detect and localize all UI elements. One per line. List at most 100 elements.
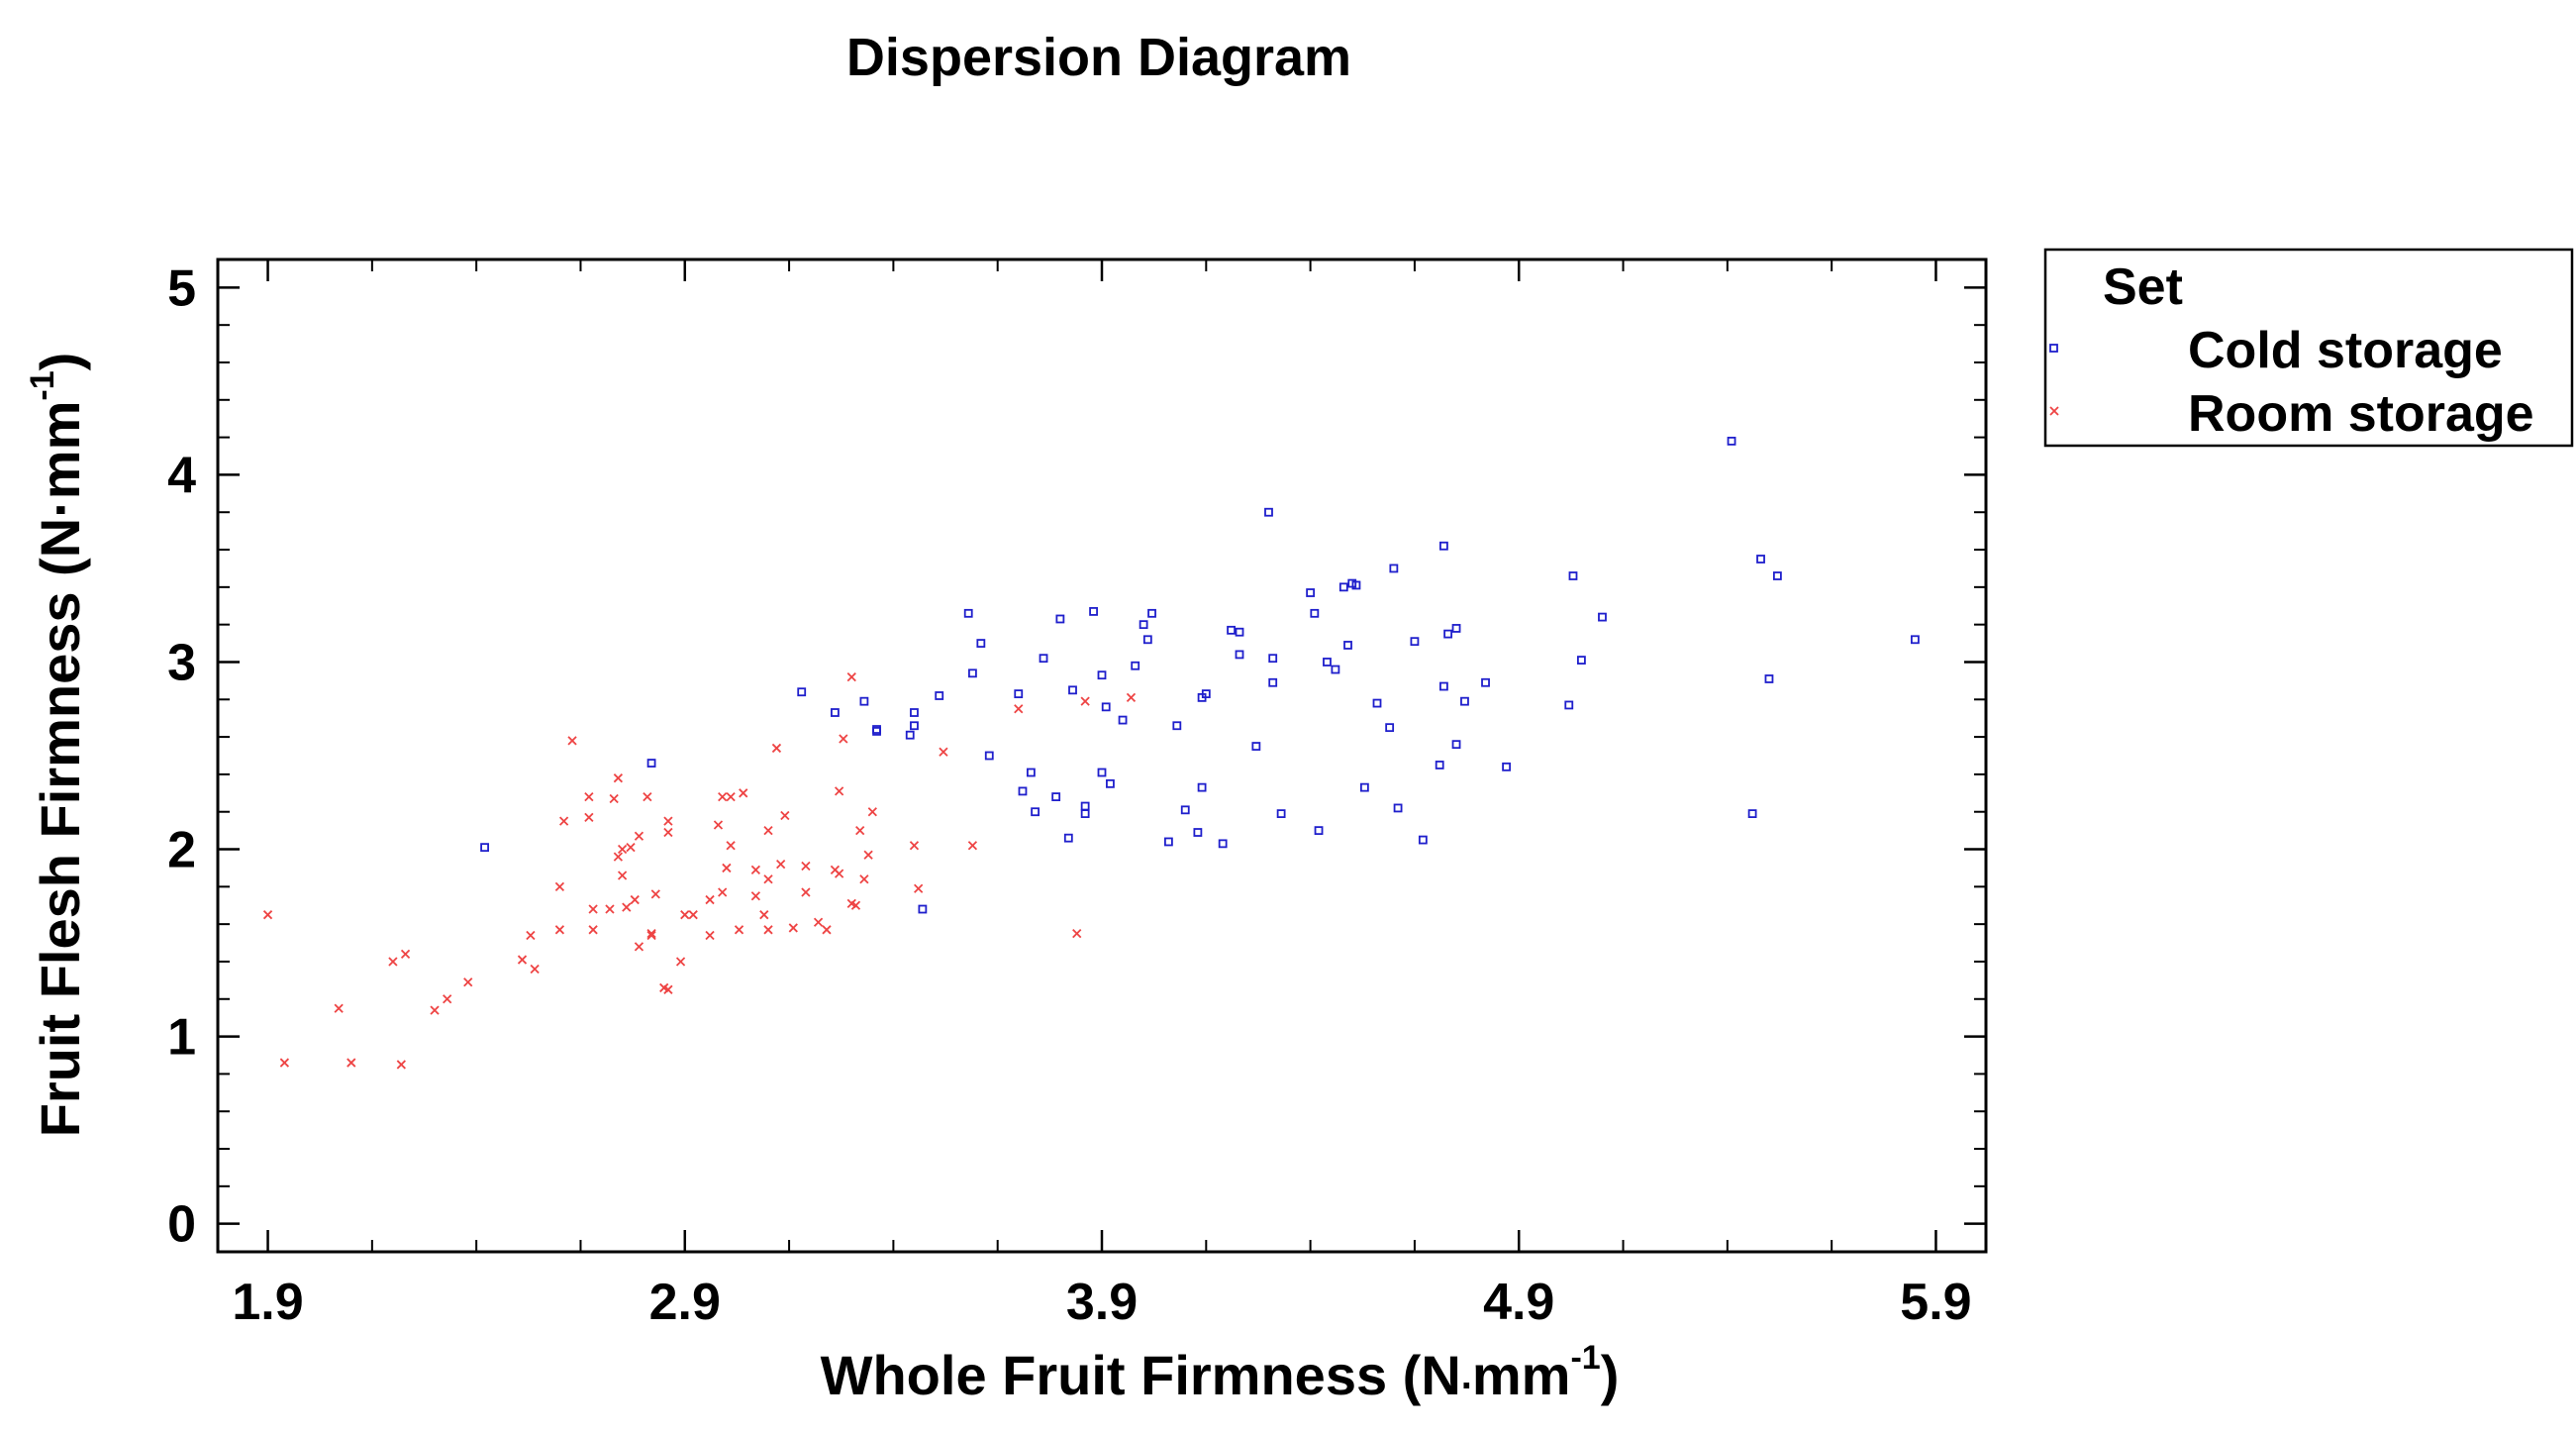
legend-label-cold-storage: Cold storage bbox=[2188, 322, 2503, 379]
data-point-room-storage bbox=[554, 881, 565, 891]
data-point-cold-storage bbox=[1163, 837, 1173, 847]
data-point-room-storage bbox=[967, 841, 978, 851]
data-point-cold-storage bbox=[1727, 436, 1736, 446]
series-cold-storage bbox=[480, 436, 1920, 914]
data-point-room-storage bbox=[846, 671, 856, 682]
data-point-cold-storage bbox=[1101, 702, 1111, 712]
data-point-room-storage bbox=[443, 994, 452, 1004]
data-point-cold-storage bbox=[918, 904, 928, 914]
data-point-cold-storage bbox=[1443, 629, 1453, 639]
data-point-room-storage bbox=[613, 852, 624, 862]
data-point-cold-storage bbox=[1227, 625, 1236, 635]
data-point-cold-storage bbox=[1451, 740, 1461, 750]
data-point-cold-storage bbox=[1343, 641, 1352, 650]
data-point-cold-storage bbox=[1118, 715, 1128, 725]
data-point-cold-storage bbox=[910, 708, 919, 717]
legend-marker-room-storage bbox=[2049, 406, 2059, 416]
data-point-room-storage bbox=[388, 957, 398, 967]
data-point-cold-storage bbox=[646, 759, 656, 768]
data-point-room-storage bbox=[588, 904, 598, 914]
data-point-cold-storage bbox=[831, 708, 840, 717]
data-point-room-storage bbox=[718, 887, 728, 897]
data-point-cold-storage bbox=[1201, 689, 1211, 699]
data-point-cold-storage bbox=[1460, 696, 1469, 706]
data-point-room-storage bbox=[334, 1003, 344, 1013]
data-point-cold-storage bbox=[1089, 607, 1098, 616]
data-point-room-storage bbox=[763, 925, 773, 935]
data-point-cold-storage bbox=[1106, 778, 1115, 788]
data-point-room-storage bbox=[262, 910, 273, 920]
data-point-room-storage bbox=[1080, 696, 1090, 706]
data-point-room-storage bbox=[713, 820, 724, 830]
data-point-room-storage bbox=[400, 949, 411, 960]
data-point-room-storage bbox=[859, 874, 869, 884]
y-tick-label: 1 bbox=[167, 1009, 196, 1067]
data-point-room-storage bbox=[646, 930, 656, 941]
data-point-cold-storage bbox=[1068, 685, 1077, 695]
data-point-room-storage bbox=[722, 863, 732, 873]
data-point-room-storage bbox=[763, 825, 773, 836]
data-point-room-storage bbox=[530, 964, 540, 974]
data-point-room-storage bbox=[718, 791, 728, 802]
data-point-cold-storage bbox=[1264, 507, 1273, 517]
data-point-room-storage bbox=[663, 827, 673, 838]
data-point-cold-storage bbox=[1235, 650, 1244, 660]
data-point-room-storage bbox=[554, 925, 565, 935]
data-point-room-storage bbox=[613, 773, 624, 783]
data-point-cold-storage bbox=[1172, 721, 1182, 731]
data-point-cold-storage bbox=[984, 751, 994, 761]
data-point-room-storage bbox=[675, 957, 686, 967]
data-point-room-storage bbox=[850, 900, 861, 910]
data-point-cold-storage bbox=[1080, 801, 1090, 811]
data-point-room-storage bbox=[630, 894, 640, 905]
data-point-cold-storage bbox=[935, 691, 944, 700]
data-point-cold-storage bbox=[1577, 656, 1586, 665]
data-point-room-storage bbox=[584, 791, 594, 802]
data-point-room-storage bbox=[1126, 692, 1137, 703]
data-points bbox=[262, 436, 1920, 1070]
data-point-cold-storage bbox=[1193, 828, 1203, 837]
data-point-room-storage bbox=[750, 865, 761, 874]
data-point-cold-storage bbox=[1268, 677, 1278, 687]
data-point-room-storage bbox=[622, 902, 632, 912]
data-point-cold-storage bbox=[1235, 627, 1244, 637]
data-point-room-storage bbox=[801, 887, 811, 897]
y-tick-label: 2 bbox=[167, 822, 196, 879]
data-point-room-storage bbox=[726, 791, 736, 802]
y-tick-label: 5 bbox=[167, 259, 196, 317]
legend-box bbox=[2043, 248, 2574, 448]
plot-frame bbox=[216, 257, 1988, 1254]
data-point-cold-storage bbox=[1014, 689, 1024, 699]
x-tick-label: 5.9 bbox=[1900, 1274, 1971, 1331]
x-tick-label: 2.9 bbox=[649, 1274, 721, 1331]
data-point-cold-storage bbox=[1306, 588, 1316, 597]
axis-ticks bbox=[218, 259, 1986, 1252]
data-point-cold-storage bbox=[1218, 839, 1228, 849]
data-point-cold-storage bbox=[1451, 624, 1461, 633]
data-point-cold-storage bbox=[1131, 661, 1140, 670]
x-tick-labels: 1.9 2.9 3.9 4.9 5.9 bbox=[232, 1274, 1971, 1331]
data-point-room-storage bbox=[605, 904, 615, 914]
data-point-cold-storage bbox=[1359, 782, 1369, 792]
data-point-room-storage bbox=[279, 1058, 290, 1068]
data-point-room-storage bbox=[584, 812, 594, 823]
data-point-room-storage bbox=[430, 1005, 440, 1015]
data-point-cold-storage bbox=[1568, 571, 1578, 580]
data-point-cold-storage bbox=[797, 687, 807, 697]
data-point-cold-storage bbox=[1372, 698, 1382, 708]
data-point-cold-storage bbox=[859, 696, 869, 706]
data-point-cold-storage bbox=[1055, 614, 1065, 624]
data-point-room-storage bbox=[626, 843, 636, 853]
data-point-room-storage bbox=[1014, 704, 1024, 714]
data-point-cold-storage bbox=[1439, 681, 1448, 691]
y-axis-label-exponent: -1 bbox=[24, 370, 61, 400]
data-point-cold-storage bbox=[1910, 635, 1920, 645]
data-point-room-storage bbox=[643, 791, 652, 802]
x-axis-label-text: Whole Fruit Firmness (N bbox=[821, 1344, 1461, 1406]
data-point-cold-storage bbox=[1139, 620, 1148, 630]
data-point-cold-storage bbox=[1418, 835, 1428, 845]
data-point-room-storage bbox=[750, 891, 761, 901]
data-point-cold-storage bbox=[1435, 761, 1444, 769]
data-point-room-storage bbox=[634, 831, 644, 841]
data-point-room-storage bbox=[801, 861, 811, 872]
